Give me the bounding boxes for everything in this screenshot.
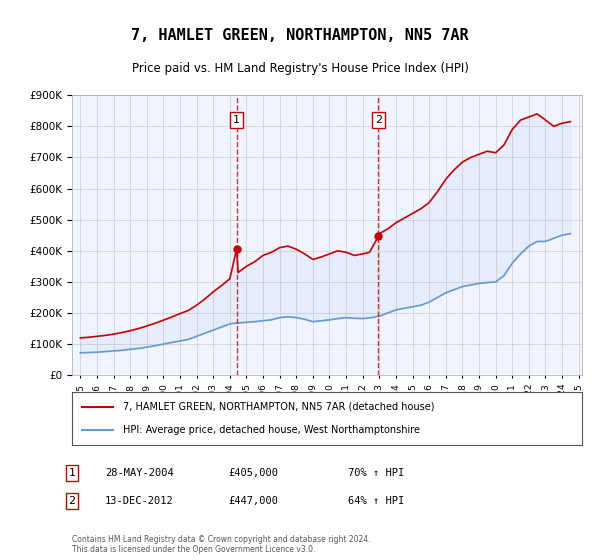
Text: Price paid vs. HM Land Registry's House Price Index (HPI): Price paid vs. HM Land Registry's House … (131, 62, 469, 74)
Text: 28-MAY-2004: 28-MAY-2004 (105, 468, 174, 478)
Text: 1: 1 (68, 468, 76, 478)
Text: £447,000: £447,000 (228, 496, 278, 506)
Text: 64% ↑ HPI: 64% ↑ HPI (348, 496, 404, 506)
Text: 1: 1 (233, 115, 240, 125)
Text: Contains HM Land Registry data © Crown copyright and database right 2024.
This d: Contains HM Land Registry data © Crown c… (72, 535, 371, 554)
Text: HPI: Average price, detached house, West Northamptonshire: HPI: Average price, detached house, West… (123, 425, 420, 435)
Text: 7, HAMLET GREEN, NORTHAMPTON, NN5 7AR: 7, HAMLET GREEN, NORTHAMPTON, NN5 7AR (131, 28, 469, 43)
Text: 2: 2 (375, 115, 382, 125)
Text: 70% ↑ HPI: 70% ↑ HPI (348, 468, 404, 478)
Text: 13-DEC-2012: 13-DEC-2012 (105, 496, 174, 506)
Text: 7, HAMLET GREEN, NORTHAMPTON, NN5 7AR (detached house): 7, HAMLET GREEN, NORTHAMPTON, NN5 7AR (d… (123, 402, 434, 412)
Text: £405,000: £405,000 (228, 468, 278, 478)
Text: 2: 2 (68, 496, 76, 506)
